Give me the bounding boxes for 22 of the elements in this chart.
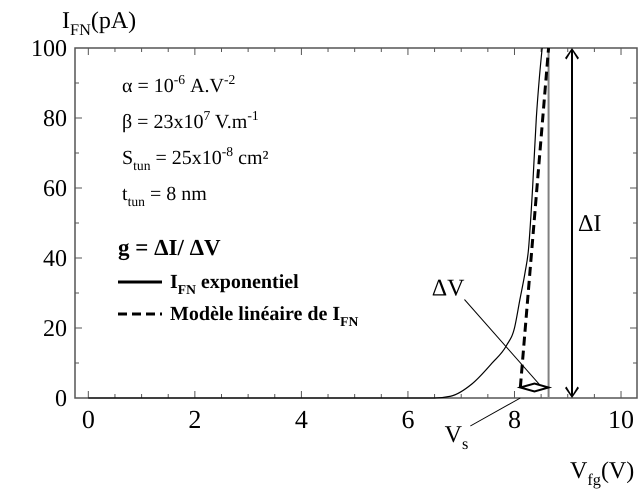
y-tick-label: 80 [43,106,67,132]
annotation: t$_{tun}$ = 8 nm [122,183,208,209]
x-axis-title: V$_{fg}$(V) [570,458,634,490]
annotation: ΔV [432,276,466,302]
x-tick-label: 0 [82,405,95,434]
annotation: β = 23x10$^{7}$ V.m$^{-1}$ [122,108,259,133]
y-tick-label: 0 [55,386,67,412]
y-tick-label: 60 [43,176,67,202]
x-tick-label: 6 [401,405,414,434]
x-tick-label: 4 [294,405,308,434]
x-tick-label: 10 [608,405,634,434]
annotation: ΔI [578,211,602,237]
annotation: S$_{tun}$ = 25x10$^{-8}$ cm² [122,144,269,173]
x-tick-label: 2 [188,405,202,434]
text: V$_{s}$ [444,422,468,454]
annotation: g = ΔI/ ΔV [118,235,222,261]
annotation: α = 10$^{-6}$ A.V$^{-2}$ [122,72,236,97]
legend-label: I$_{FN}$ exponentiel [170,271,300,297]
legend-label: Modèle linéaire de I$_{FN}$ [170,303,358,329]
y-tick-label: 40 [43,246,67,272]
y-tick-label: 20 [43,316,67,342]
x-tick-label: 8 [508,405,521,434]
